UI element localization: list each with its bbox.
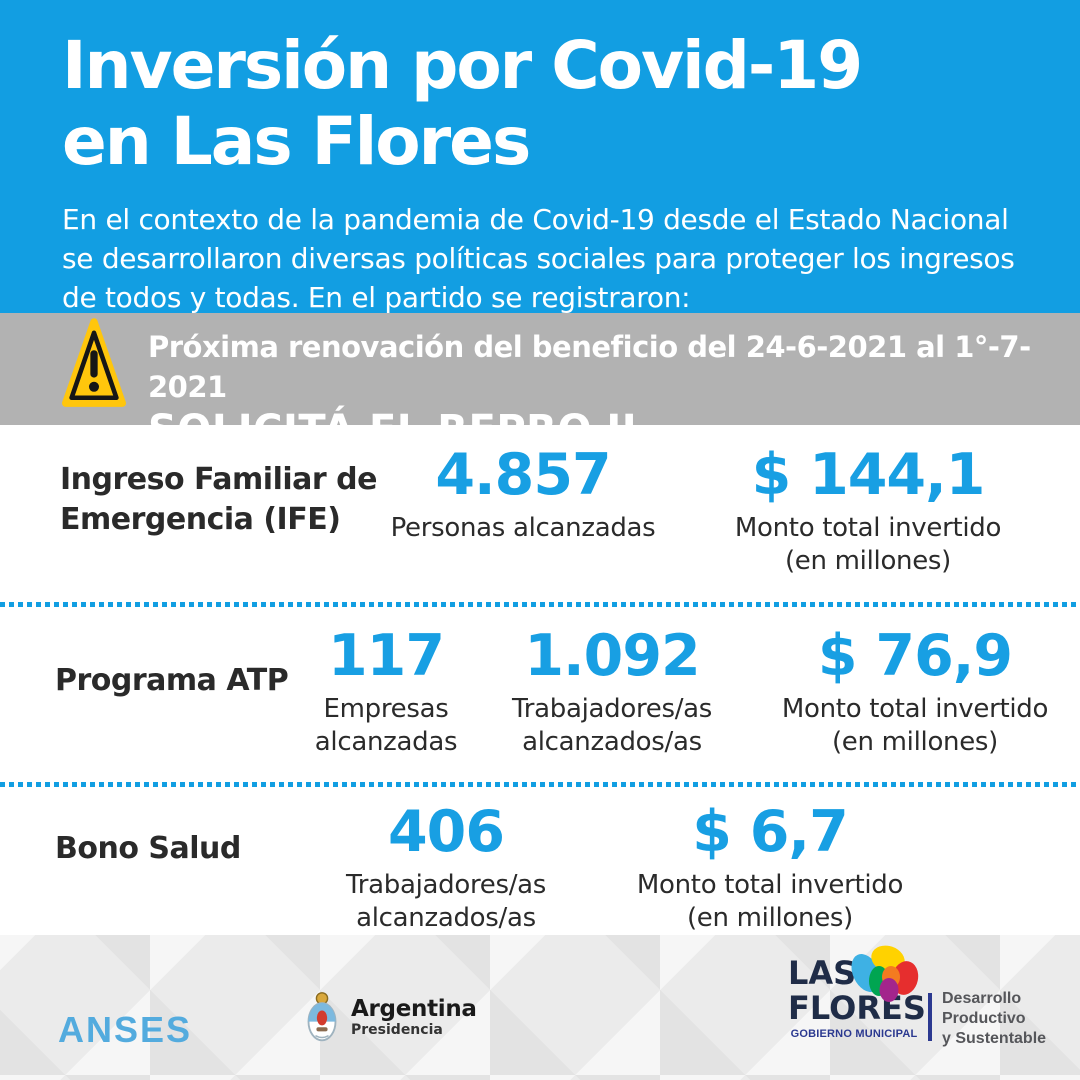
argentina-presidencia-logo: Argentina Presidencia [305,990,477,1044]
program-row-bono-salud: Bono Salud 406 Trabajadores/as alcanzado… [0,786,1080,935]
stat-value: 1.092 [524,623,700,689]
argentina-wordmark: Argentina Presidencia [351,995,477,1038]
las-flores-wordmark: LAS FLORES GOBIERNO MUNICIPAL [788,945,926,1040]
dotted-divider [0,602,1080,607]
program-row-atp: Programa ATP 117 Empresas alcanzadas 1.0… [0,606,1080,784]
programs-section: Ingreso Familiar de Emergencia (IFE) 4.8… [0,425,1080,935]
intro-line-3: de todos y todas. En el partido se regis… [62,281,691,314]
title-line-1: Inversión por Covid-19 [62,27,863,104]
las-flores-tagline: Desarrollo Productivo y Sustentable [942,990,1047,1047]
stat-value: 4.857 [435,442,611,508]
stat-value: $ 6,7 [692,799,848,865]
stat-value: 117 [328,623,445,689]
intro-paragraph: En el contexto de la pandemia de Covid-1… [62,200,1015,317]
stat-workers-reached: 1.092 Trabajadores/as alcanzados/as [512,626,712,759]
stat-value: $ 76,9 [817,623,1013,689]
program-name: Bono Salud [55,830,241,866]
anses-logo: ANSES [58,1009,193,1050]
title-line-2: en Las Flores [62,103,531,180]
intro-line-1: En el contexto de la pandemia de Covid-1… [62,203,1009,236]
stat-label: Empresas alcanzadas [314,694,458,757]
stat-total-invested: $ 76,9 Monto total invertido (en millone… [781,623,1049,759]
stat-label: Personas alcanzadas [390,513,656,543]
alert-renewal-dates: Próxima renovación del beneficio del 24-… [148,330,1031,404]
argentina-crest-icon [307,992,337,1042]
stat-label: Monto total invertido (en millones) [636,870,904,933]
alert-banner: Próxima renovación del beneficio del 24-… [0,313,1080,453]
stat-value: 406 [388,799,505,865]
warning-icon [62,318,126,407]
stat-value: $ 144,1 [751,442,986,508]
program-name: Ingreso Familiar de Emergencia (IFE) [60,461,377,537]
footer-logos: ANSES Argentina Presidencia LAS [0,935,1080,1080]
stat-companies-reached: 117 Empresas alcanzadas [314,623,458,759]
stat-label: Trabajadores/as alcanzados/as [511,694,713,757]
gobierno-municipal-label: GOBIERNO MUNICIPAL [790,1028,918,1040]
intro-line-2: se desarrollaron diversas políticas soci… [62,242,1015,275]
program-row-ife: Ingreso Familiar de Emergencia (IFE) 4.8… [0,425,1080,603]
logo-divider [928,993,932,1041]
stat-people-reached: 4.857 Personas alcanzadas [391,445,656,545]
page-title: Inversión por Covid-19 en Las Flores [62,27,863,180]
flower-icon [851,945,919,1002]
stat-label: Monto total invertido (en millones) [781,694,1049,757]
stat-label: Trabajadores/as alcanzados/as [345,870,547,933]
las-flores-logo: LAS FLORES GOBIERNO MUNICIPAL Desarrollo… [788,945,1047,1049]
stat-label: Monto total invertido (en millones) [734,513,1002,576]
stat-total-invested: $ 6,7 Monto total invertido (en millones… [636,799,904,935]
stat-workers-reached: 406 Trabajadores/as alcanzados/as [346,802,546,935]
dotted-divider [0,782,1080,787]
stat-total-invested: $ 144,1 Monto total invertido (en millon… [734,442,1002,578]
program-name: Programa ATP [55,662,289,698]
hero-section: Inversión por Covid-19 en Las Flores En … [0,0,1080,314]
